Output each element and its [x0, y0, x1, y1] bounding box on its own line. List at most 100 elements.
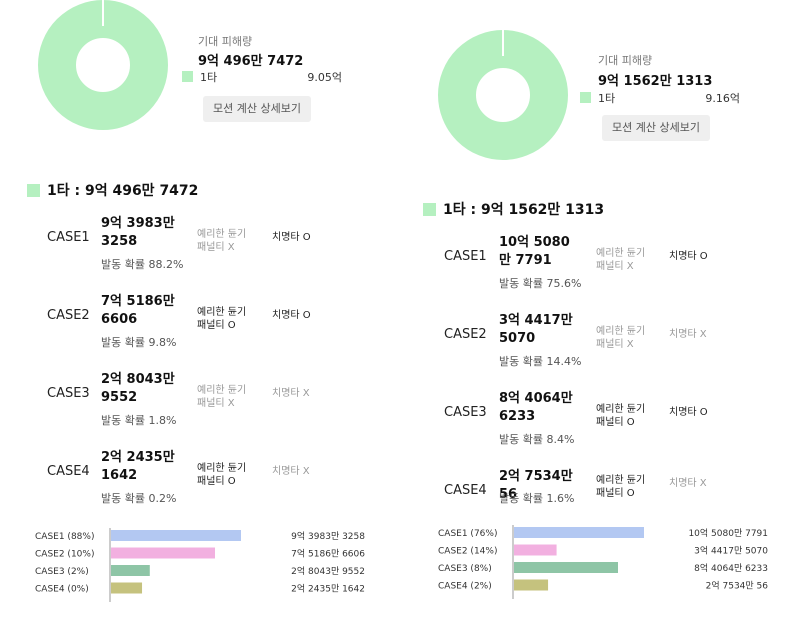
bar-value-label: 3억 4417만 5070 — [694, 545, 768, 557]
case-probability: 발동 확률 9.8% — [101, 336, 177, 349]
case-critical: 치명타 X — [669, 329, 707, 340]
donut-svg — [38, 0, 168, 130]
bar-label: CASE2 (10%) — [35, 550, 94, 560]
case-bar-chart: CASE1 (88%) 9억 3983만 3258 CASE2 (10%) 7억 51… — [35, 528, 375, 608]
case-name: CASE3 — [47, 386, 90, 401]
case-critical: 치명타 O — [669, 407, 708, 418]
case-damage: 2억 8043만 9552 — [101, 372, 175, 405]
legend-swatch — [182, 71, 193, 82]
case-probability: 발동 확률 88.2% — [101, 258, 184, 271]
bar-value-label: 2억 7534만 56 — [706, 580, 769, 592]
motion-detail-button[interactable]: 모션 계산 상세보기 — [602, 115, 710, 141]
legend-item-1hit: 1타 9.16억 — [580, 90, 740, 106]
case-probability: 발동 확률 0.2% — [101, 492, 177, 505]
damage-donut-chart — [38, 0, 168, 130]
bar — [111, 530, 241, 541]
bar-label: CASE2 (14%) — [438, 547, 497, 557]
case-blade-penalty: 예리한 듄기 패널티 O — [197, 463, 247, 487]
legend-item-1hit: 1타 9.05억 — [182, 69, 342, 85]
bar-label: CASE1 (76%) — [438, 529, 497, 539]
bar — [111, 565, 150, 576]
legend-value: 9.16억 — [705, 92, 740, 105]
bar-label: CASE4 (0%) — [35, 585, 89, 595]
bar-value-label: 2억 8043만 9552 — [291, 565, 365, 577]
bar-value-label: 10억 5080만 7791 — [688, 527, 768, 539]
summary-text: 1타 : 9억 496만 7472 — [47, 183, 199, 199]
case-blade-penalty: 예리한 듄기 패널티 O — [596, 404, 646, 428]
case-blade-penalty: 예리한 듄기 패널티 X — [197, 229, 247, 253]
case-row: CASE1 10억 5080만 7791 발동 확률 75.6% 예리한 듄기 … — [400, 235, 800, 307]
case-name: CASE4 — [47, 464, 90, 479]
bar-label: CASE4 (2%) — [438, 582, 492, 592]
bar-label: CASE3 (8%) — [438, 564, 492, 574]
bar-value-label: 7억 5186만 6606 — [291, 548, 365, 560]
case-probability: 발동 확률 75.6% — [499, 277, 582, 290]
bar — [514, 562, 618, 573]
case-row: CASE2 7억 5186만 6606 발동 확률 9.8% 예리한 듄기 패널… — [0, 294, 400, 366]
case-critical: 치명타 O — [272, 310, 311, 321]
bar-chart-svg: CASE1 (88%) 9억 3983만 3258 CASE2 (10%) 7억 51… — [35, 528, 365, 602]
legend-label: 1타 — [200, 71, 218, 84]
damage-donut-chart — [438, 30, 568, 160]
summary-swatch — [423, 203, 436, 216]
case-critical: 치명타 X — [272, 388, 310, 399]
donut-slice-1hit — [38, 0, 168, 130]
case-damage: 3억 4417만 5070 — [499, 313, 573, 346]
motion-detail-button[interactable]: 모션 계산 상세보기 — [203, 96, 311, 122]
case-row: CASE2 3억 4417만 5070 발동 확률 14.4% 예리한 듄기 패… — [400, 313, 800, 385]
case-critical: 치명타 O — [669, 251, 708, 262]
panel-left: 기대 피해량 9억 496만 7472 1타 9.05억 모션 계산 상세보기 … — [0, 0, 400, 608]
case-name: CASE2 — [47, 308, 90, 323]
case-damage: 2억 7534만 56 — [499, 469, 573, 502]
case-damage: 2억 2435만 1642 — [101, 450, 175, 483]
case-probability: 발동 확률 8.4% — [499, 433, 575, 446]
case-row: CASE3 8억 4064만 6233 발동 확률 8.4% 예리한 듄기 패널… — [400, 391, 800, 463]
bar-value-label: 2억 2435만 1642 — [291, 583, 365, 595]
expected-damage-value: 9억 1562만 1313 — [598, 74, 713, 89]
summary-swatch — [27, 184, 40, 197]
case-name: CASE3 — [444, 405, 487, 420]
case-name: CASE4 — [444, 483, 487, 498]
case-probability: 발동 확률 1.6% — [499, 492, 575, 505]
case-bar-chart: CASE1 (76%) 10억 5080만 7791 CASE2 (14%) 3억 4… — [438, 525, 778, 605]
donut-slice-1hit — [438, 30, 568, 160]
legend-label: 1타 — [598, 92, 616, 105]
expected-damage-value: 9억 496만 7472 — [198, 54, 304, 69]
case-row: CASE4 2억 2435만 1642 발동 확률 0.2% 예리한 듄기 패널… — [0, 450, 400, 522]
case-blade-penalty: 예리한 듄기 패널티 X — [596, 326, 646, 350]
bar — [514, 579, 549, 591]
case-damage: 10억 5080만 7791 — [499, 235, 570, 268]
bar-chart-svg: CASE1 (76%) 10억 5080만 7791 CASE2 (14%) 3억 4… — [438, 525, 769, 599]
case-critical: 치명타 X — [272, 466, 310, 477]
case-critical: 치명타 O — [272, 232, 311, 243]
case-blade-penalty: 예리한 듄기 패널티 O — [197, 307, 247, 331]
case-row: CASE3 2억 8043만 9552 발동 확률 1.8% 예리한 듄기 패널… — [0, 372, 400, 444]
bar-value-label: 9억 3983만 3258 — [291, 530, 365, 542]
case-row: CASE1 9억 3983만 3258 발동 확률 88.2% 예리한 듄기 패… — [0, 216, 400, 288]
case-row: CASE4 2억 7534만 56 발동 확률 1.6% 예리한 듄기 패널티 … — [400, 469, 800, 541]
case-name: CASE1 — [47, 230, 90, 245]
bar — [111, 547, 215, 559]
bar — [514, 527, 644, 538]
case-critical: 치명타 X — [669, 478, 707, 489]
summary-text: 1타 : 9억 1562만 1313 — [443, 202, 605, 218]
bar — [111, 582, 143, 594]
panel-right: 기대 피해량 9억 1562만 1313 1타 9.16억 모션 계산 상세보기… — [400, 0, 800, 641]
bar — [514, 544, 557, 556]
legend-value: 9.05억 — [307, 71, 342, 84]
bar-value-label: 8억 4064만 6233 — [694, 562, 768, 574]
bar-label: CASE3 (2%) — [35, 567, 89, 577]
case-probability: 발동 확률 1.8% — [101, 414, 177, 427]
case-probability: 발동 확률 14.4% — [499, 355, 582, 368]
legend-swatch — [580, 92, 591, 103]
case-blade-penalty: 예리한 듄기 패널티 X — [197, 385, 247, 409]
case-blade-penalty: 예리한 듄기 패널티 O — [596, 475, 646, 499]
case-name: CASE1 — [444, 249, 487, 264]
expected-damage-label: 기대 피해량 — [198, 35, 253, 48]
bar-label: CASE1 (88%) — [35, 532, 94, 542]
donut-svg — [438, 30, 568, 160]
case-damage: 9억 3983만 3258 — [101, 216, 175, 249]
case-damage: 8억 4064만 6233 — [499, 391, 573, 424]
case-blade-penalty: 예리한 듄기 패널티 X — [596, 248, 646, 272]
expected-damage-label: 기대 피해량 — [598, 54, 653, 67]
